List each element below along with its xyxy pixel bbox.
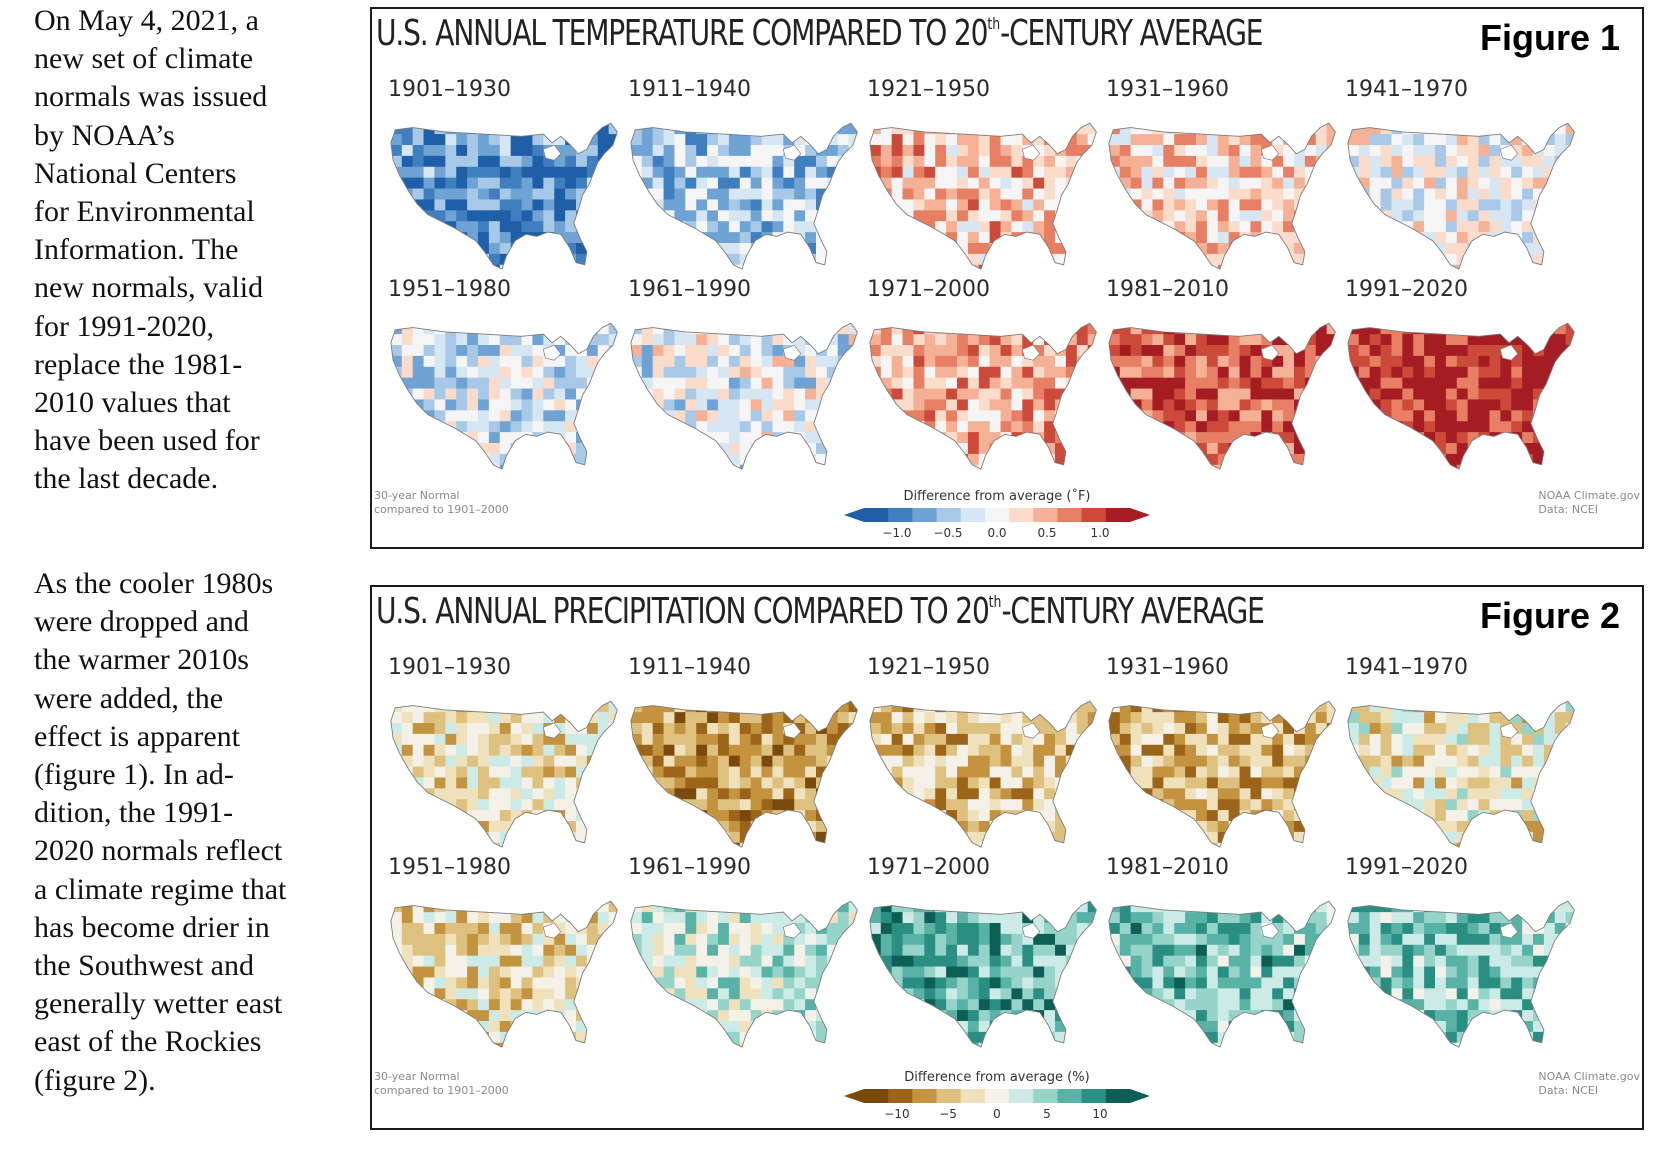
map-panel: 1961–1990 bbox=[620, 855, 865, 1060]
legend-tick-label: 10 bbox=[1092, 1107, 1108, 1121]
figure-1-source-note: NOAA Climate.gov Data: NCEI bbox=[1538, 489, 1640, 516]
figure-1-title: U.S. ANNUAL TEMPERATURE COMPARED TO 20th… bbox=[376, 13, 1264, 54]
us-map-shape bbox=[390, 322, 618, 470]
us-map-shape bbox=[1108, 900, 1336, 1048]
map-panel: 1931–1960 bbox=[1098, 77, 1343, 282]
us-map-shape bbox=[1347, 122, 1575, 270]
legend-color-bar bbox=[844, 1089, 1150, 1103]
map-panel: 1911–1940 bbox=[620, 655, 865, 860]
map-period-label: 1991–2020 bbox=[1345, 855, 1468, 880]
us-map-shape bbox=[869, 322, 1097, 470]
figure-2-label: Figure 2 bbox=[1479, 595, 1620, 636]
map-panel: 1981–2010 bbox=[1098, 277, 1343, 482]
legend-tick-label: 5 bbox=[1043, 1107, 1051, 1121]
map-panel: 1901–1930 bbox=[380, 655, 625, 860]
figure-1-normal-note: 30-year Normal compared to 1901–2000 bbox=[374, 489, 509, 516]
figure-1-label: Figure 1 bbox=[1479, 17, 1620, 58]
map-panel: 1971–2000 bbox=[859, 855, 1104, 1060]
figure-2-normal-note: 30-year Normal compared to 1901–2000 bbox=[374, 1070, 509, 1097]
figure-1-legend: Difference from average (˚F) −1.0 −0.5 0.0… bbox=[842, 489, 1152, 545]
map-panel: 1991–2020 bbox=[1337, 277, 1582, 482]
intro-paragraph: On May 4, 2021, a new set of climate nor… bbox=[34, 4, 268, 496]
map-period-label: 1921–1950 bbox=[867, 655, 990, 680]
us-map-shape bbox=[1108, 700, 1336, 848]
map-period-label: 1941–1970 bbox=[1345, 655, 1468, 680]
map-panel: 1931–1960 bbox=[1098, 655, 1343, 860]
figure-2-legend: Difference from average (%) −10 −5 0 5 10 bbox=[842, 1070, 1152, 1126]
map-period-label: 1951–1980 bbox=[388, 855, 511, 880]
legend-tick-label: −1.0 bbox=[882, 526, 912, 540]
map-period-label: 1991–2020 bbox=[1345, 277, 1468, 302]
map-panel: 1941–1970 bbox=[1337, 77, 1582, 282]
map-period-label: 1911–1940 bbox=[628, 77, 751, 102]
map-panel: 1981–2010 bbox=[1098, 855, 1343, 1060]
figure-2-map-grid: 1901–1930 1911–1940 1921–1950 1931–1960 1941… bbox=[372, 587, 1642, 1128]
us-map-shape bbox=[869, 122, 1097, 270]
us-map-shape bbox=[630, 122, 858, 270]
us-map-shape bbox=[1347, 900, 1575, 1048]
map-panel: 1951–1980 bbox=[380, 855, 625, 1060]
legend-color-bar bbox=[844, 508, 1150, 522]
figure-2-source-note: NOAA Climate.gov Data: NCEI bbox=[1538, 1070, 1640, 1097]
map-panel: 1951–1980 bbox=[380, 277, 625, 482]
legend-tick-label: −10 bbox=[884, 1107, 910, 1121]
us-map-shape bbox=[390, 900, 618, 1048]
explanation-paragraph: As the cooler 1980s were dropped and the… bbox=[34, 567, 287, 1097]
map-panel: 1991–2020 bbox=[1337, 855, 1582, 1060]
figure-1-temperature: U.S. ANNUAL TEMPERATURE COMPARED TO 20th… bbox=[370, 7, 1644, 549]
us-map-shape bbox=[869, 900, 1097, 1048]
legend-tick-label: −5 bbox=[939, 1107, 957, 1121]
map-period-label: 1981–2010 bbox=[1106, 277, 1229, 302]
us-map-shape bbox=[630, 322, 858, 470]
us-map-shape bbox=[869, 700, 1097, 848]
map-period-label: 1901–1930 bbox=[388, 77, 511, 102]
map-period-label: 1931–1960 bbox=[1106, 77, 1229, 102]
us-map-shape bbox=[630, 700, 858, 848]
map-period-label: 1901–1930 bbox=[388, 655, 511, 680]
legend-tick-label: 0.0 bbox=[987, 526, 1007, 540]
figure-2-title: U.S. ANNUAL PRECIPITATION COMPARED TO 20… bbox=[376, 591, 1265, 632]
us-map-shape bbox=[390, 122, 618, 270]
map-panel: 1961–1990 bbox=[620, 277, 865, 482]
map-period-label: 1941–1970 bbox=[1345, 77, 1468, 102]
map-period-label: 1911–1940 bbox=[628, 655, 751, 680]
us-map-shape bbox=[1108, 122, 1336, 270]
map-period-label: 1961–1990 bbox=[628, 277, 751, 302]
figure-2-legend-title: Difference from average (%) bbox=[904, 1070, 1090, 1085]
legend-tick-label: −0.5 bbox=[933, 526, 963, 540]
us-map-shape bbox=[390, 700, 618, 848]
map-period-label: 1961–1990 bbox=[628, 855, 751, 880]
map-panel: 1921–1950 bbox=[859, 77, 1104, 282]
us-map-shape bbox=[1347, 700, 1575, 848]
figure-2-precipitation: U.S. ANNUAL PRECIPITATION COMPARED TO 20… bbox=[370, 585, 1644, 1130]
legend-tick-label: 0.5 bbox=[1037, 526, 1057, 540]
us-map-shape bbox=[630, 900, 858, 1048]
map-panel: 1941–1970 bbox=[1337, 655, 1582, 860]
map-panel: 1921–1950 bbox=[859, 655, 1104, 860]
figure-1-legend-title: Difference from average (˚F) bbox=[903, 489, 1091, 504]
map-period-label: 1951–1980 bbox=[388, 277, 511, 302]
map-panel: 1901–1930 bbox=[380, 77, 625, 282]
map-panel: 1911–1940 bbox=[620, 77, 865, 282]
figure-1-map-grid: 1901–1930 1911–1940 1921–1950 1931–1960 1941… bbox=[372, 9, 1642, 547]
legend-tick-label: 0 bbox=[993, 1107, 1001, 1121]
map-period-label: 1971–2000 bbox=[867, 855, 990, 880]
map-period-label: 1931–1960 bbox=[1106, 655, 1229, 680]
map-panel: 1971–2000 bbox=[859, 277, 1104, 482]
us-map-shape bbox=[1347, 322, 1575, 470]
map-period-label: 1921–1950 bbox=[867, 77, 990, 102]
map-period-label: 1981–2010 bbox=[1106, 855, 1229, 880]
map-period-label: 1971–2000 bbox=[867, 277, 990, 302]
legend-tick-label: 1.0 bbox=[1090, 526, 1110, 540]
us-map-shape bbox=[1108, 322, 1336, 470]
